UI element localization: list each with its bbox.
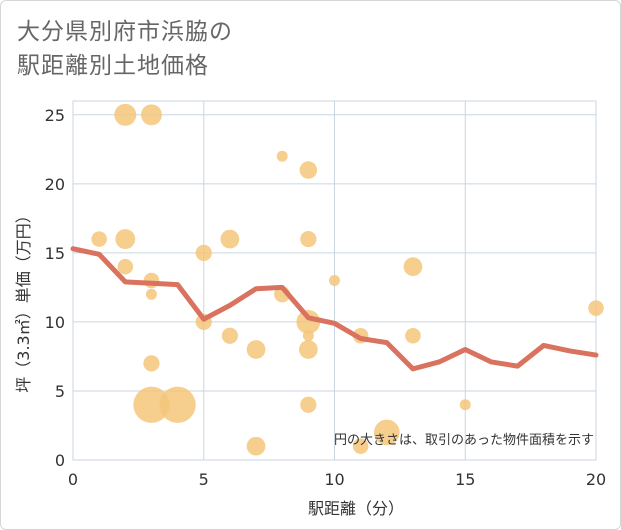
bubble-point — [145, 288, 157, 300]
bubble-point — [299, 161, 318, 179]
bubble-point — [246, 340, 266, 359]
bubble-point — [246, 436, 266, 456]
bubble-point — [588, 300, 604, 316]
y-tick-label: 0 — [55, 451, 65, 470]
bubble-point — [302, 330, 314, 342]
x-tick-label: 20 — [586, 470, 606, 489]
y-axis-label: 坪（3.3㎡）単価（万円） — [14, 207, 33, 392]
size-legend-note: 円の大きさは、取引のあった物件面積を示す — [334, 433, 594, 448]
bubble-point — [220, 229, 240, 249]
x-tick-label: 15 — [455, 470, 475, 489]
bubble-point — [373, 419, 400, 446]
bubble-point — [114, 103, 137, 126]
bubble-point — [221, 327, 238, 344]
average-price-line — [70, 246, 599, 372]
bubble-point — [91, 231, 107, 247]
chart-title-line2: 駅距離別土地価格 — [17, 53, 209, 79]
y-tick-label: 15 — [45, 244, 65, 263]
bubble-point — [403, 257, 423, 277]
bubble-point — [459, 399, 471, 411]
tick-labels: 0 5 10 15 20 0 5 10 15 20 25 — [45, 106, 607, 489]
x-tick-label: 10 — [324, 470, 344, 489]
bubble-point — [195, 244, 212, 261]
y-tick-label: 20 — [45, 175, 65, 194]
bubble-point — [140, 104, 162, 126]
x-tick-label: 0 — [68, 470, 78, 489]
bubble-point — [133, 386, 170, 423]
bubble-point — [405, 327, 421, 344]
bubble-point — [300, 396, 317, 413]
x-tick-label: 5 — [199, 470, 209, 489]
x-axis-label: 駅距離（分） — [308, 499, 404, 518]
bubble-point — [296, 310, 321, 334]
bubble-layer — [91, 103, 604, 456]
chart-title: 大分県別府市浜脇の 駅距離別土地価格 — [17, 15, 233, 83]
chart-title-line1: 大分県別府市浜脇の — [17, 19, 233, 45]
average-line-layer — [70, 246, 599, 372]
y-tick-label: 5 — [55, 382, 65, 401]
bubble-point — [276, 150, 288, 162]
bubble-point — [300, 230, 317, 248]
bubble-point — [329, 275, 340, 286]
bubble-point — [117, 258, 134, 275]
bubble-point — [352, 438, 369, 454]
bubble-point — [159, 386, 196, 423]
bubble-point — [143, 355, 160, 372]
bubble-point — [115, 229, 136, 249]
y-tick-label: 10 — [45, 313, 65, 332]
bubble-point — [298, 340, 318, 359]
y-tick-label: 25 — [45, 106, 65, 125]
